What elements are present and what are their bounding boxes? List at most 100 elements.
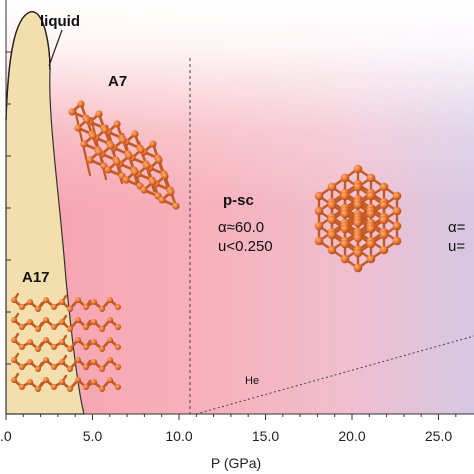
- atom: [75, 337, 81, 343]
- x-tick-label: 15.0: [252, 428, 279, 444]
- atom: [314, 206, 324, 216]
- atom: [91, 319, 97, 325]
- atom: [340, 224, 350, 234]
- atom: [35, 326, 41, 332]
- atom: [11, 317, 17, 323]
- atom: [172, 202, 180, 210]
- atom: [19, 304, 25, 310]
- atom: [131, 130, 139, 138]
- he-line: [195, 335, 474, 415]
- x-tick-label: 20.0: [338, 428, 365, 444]
- atom: [11, 357, 17, 363]
- atom: [115, 384, 121, 390]
- atom: [67, 326, 73, 332]
- atom: [99, 346, 105, 352]
- atom: [99, 326, 105, 332]
- atom: [340, 191, 350, 201]
- liquid-label: liquid: [40, 13, 80, 30]
- atom: [95, 110, 103, 118]
- atom: [340, 209, 350, 219]
- atom: [143, 162, 151, 170]
- atom: [51, 384, 57, 390]
- atom: [27, 379, 33, 385]
- atom: [366, 191, 376, 201]
- atom: [113, 158, 121, 166]
- atom: [327, 245, 337, 255]
- atom: [77, 100, 85, 108]
- atom: [392, 236, 402, 246]
- atom: [125, 152, 133, 160]
- atom: [83, 116, 91, 124]
- x-axis-ticks: [5, 414, 457, 420]
- atom: [35, 386, 41, 392]
- atom: [43, 357, 49, 363]
- atom: [353, 182, 363, 192]
- atom: [83, 324, 89, 330]
- atom: [392, 206, 402, 216]
- atom: [327, 200, 337, 210]
- atom: [35, 306, 41, 312]
- atom: [115, 304, 121, 310]
- atom: [392, 191, 402, 201]
- atom: [43, 317, 49, 323]
- atom: [155, 156, 163, 164]
- y-axis-ticks: [6, 51, 11, 365]
- atom: [99, 366, 105, 372]
- atom: [107, 377, 113, 383]
- x-tick-label: .0: [0, 428, 12, 444]
- atom: [327, 215, 337, 225]
- atom: [86, 156, 94, 164]
- a7-crystal-structure: [68, 100, 180, 210]
- atom: [113, 120, 121, 128]
- atom: [99, 386, 105, 392]
- atom: [314, 221, 324, 231]
- atom: [392, 221, 402, 231]
- atom: [379, 230, 389, 240]
- atom: [74, 124, 82, 132]
- right-u: u=: [448, 238, 465, 255]
- atom: [366, 209, 376, 219]
- x-tick-label: 25.0: [425, 428, 452, 444]
- atom: [19, 344, 25, 350]
- atom: [91, 379, 97, 385]
- atom: [51, 304, 57, 310]
- atom: [67, 366, 73, 372]
- atom: [140, 186, 148, 194]
- right-alpha: α=: [448, 219, 466, 236]
- atom: [353, 200, 363, 210]
- atom: [107, 297, 113, 303]
- atom: [59, 379, 65, 385]
- atom: [99, 306, 105, 312]
- atom: [27, 339, 33, 345]
- atom: [340, 239, 350, 249]
- atom: [67, 386, 73, 392]
- atom: [51, 324, 57, 330]
- x-tick-label: 10.0: [165, 428, 192, 444]
- atom: [115, 324, 121, 330]
- atom: [83, 384, 89, 390]
- atom: [75, 297, 81, 303]
- atom: [83, 364, 89, 370]
- atom: [107, 317, 113, 323]
- atom: [80, 140, 88, 148]
- atom: [43, 337, 49, 343]
- atom: [27, 299, 33, 305]
- atom: [340, 254, 350, 264]
- atom: [35, 366, 41, 372]
- atom: [314, 236, 324, 246]
- atom: [366, 254, 376, 264]
- atom: [107, 142, 115, 150]
- atom: [149, 178, 157, 186]
- atom: [43, 377, 49, 383]
- atom: [19, 324, 25, 330]
- atom: [104, 166, 112, 174]
- atom: [314, 191, 324, 201]
- atom: [89, 132, 97, 140]
- atom: [59, 339, 65, 345]
- atom: [340, 173, 350, 183]
- atom: [131, 168, 139, 176]
- liquid-region-boundary: [5, 11, 51, 121]
- liquid-pointer-line: [48, 29, 63, 67]
- atom: [379, 215, 389, 225]
